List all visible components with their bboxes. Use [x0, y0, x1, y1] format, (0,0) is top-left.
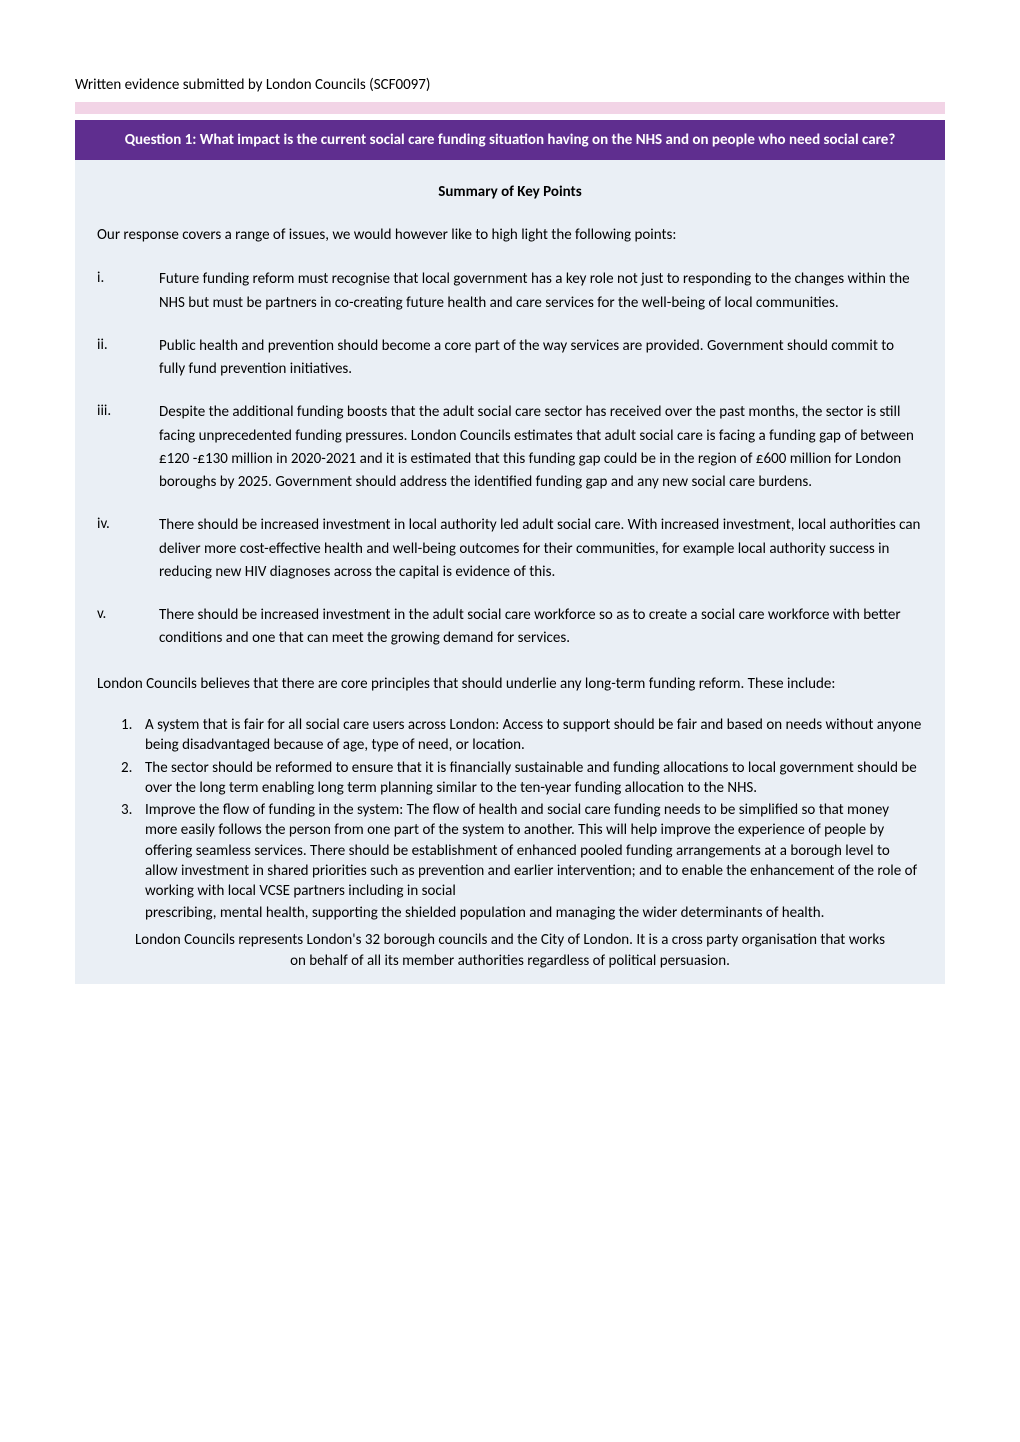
- list-text: There should be increased investment in …: [159, 604, 923, 651]
- list-text: Improve the flow of funding in the syste…: [145, 800, 923, 901]
- list-marker: iii.: [97, 401, 159, 494]
- list-item: v. There should be increased investment …: [97, 604, 923, 651]
- list-marker: i.: [97, 268, 159, 315]
- list-item: iv. There should be increased investment…: [97, 514, 923, 584]
- document-page: Written evidence submitted by London Cou…: [0, 0, 1020, 1024]
- list-item: iii. Despite the additional funding boos…: [97, 401, 923, 494]
- list-text: Public health and prevention should beco…: [159, 335, 923, 382]
- list-marker: [121, 903, 145, 923]
- submission-header: Written evidence submitted by London Cou…: [75, 75, 945, 96]
- pink-divider-bar: [75, 102, 945, 114]
- list-text: The sector should be reformed to ensure …: [145, 758, 923, 799]
- list-item: 1. A system that is fair for all social …: [145, 715, 923, 756]
- summary-content-box: Summary of Key Points Our response cover…: [75, 160, 945, 983]
- list-marker: 3.: [121, 800, 145, 901]
- list-marker: iv.: [97, 514, 159, 584]
- list-item: i. Future funding reform must recognise …: [97, 268, 923, 315]
- list-text: There should be increased investment in …: [159, 514, 923, 584]
- footer-organisation-note: London Councils represents London's 32 b…: [97, 926, 923, 972]
- principles-intro: London Councils believes that there are …: [97, 673, 923, 696]
- list-text: Despite the additional funding boosts th…: [159, 401, 923, 494]
- roman-numeral-list: i. Future funding reform must recognise …: [97, 268, 923, 650]
- summary-intro: Our response covers a range of issues, w…: [97, 225, 923, 246]
- list-marker: ii.: [97, 335, 159, 382]
- list-item: prescribing, mental health, supporting t…: [145, 903, 923, 923]
- list-text: Future funding reform must recognise tha…: [159, 268, 923, 315]
- list-text: prescribing, mental health, supporting t…: [145, 903, 923, 923]
- summary-heading: Summary of Key Points: [97, 182, 923, 203]
- list-item: 3. Improve the flow of funding in the sy…: [145, 800, 923, 901]
- list-text: A system that is fair for all social car…: [145, 715, 923, 756]
- question-heading-bar: Question 1: What impact is the current s…: [75, 120, 945, 160]
- list-marker: 2.: [121, 758, 145, 799]
- list-item: ii. Public health and prevention should …: [97, 335, 923, 382]
- list-marker: 1.: [121, 715, 145, 756]
- list-item: 2. The sector should be reformed to ensu…: [145, 758, 923, 799]
- numbered-list: 1. A system that is fair for all social …: [97, 715, 923, 924]
- list-marker: v.: [97, 604, 159, 651]
